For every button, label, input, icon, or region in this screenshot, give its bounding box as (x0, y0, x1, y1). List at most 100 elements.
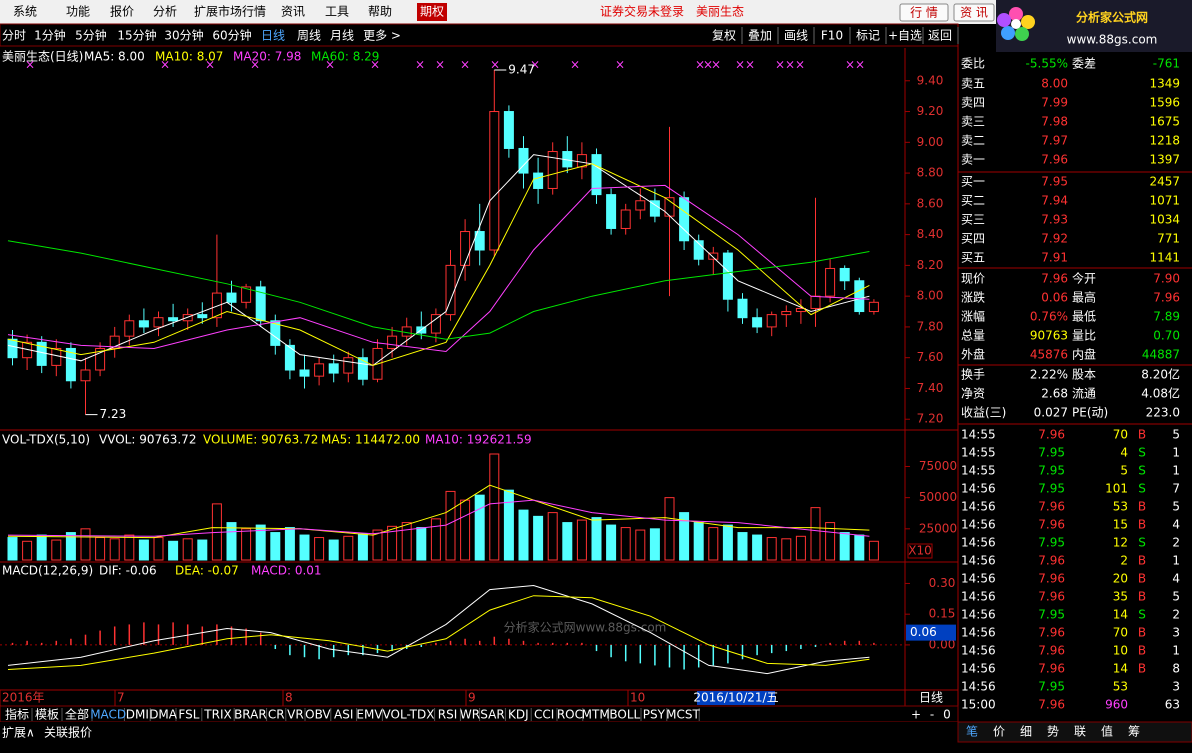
indicator-tab[interactable]: OBV (305, 708, 331, 722)
tab-control[interactable]: + (911, 708, 921, 722)
indicator-tab[interactable]: 模板 (35, 708, 59, 722)
tool-button[interactable]: F10 (821, 29, 843, 43)
menu-item[interactable]: 工具 (325, 5, 349, 19)
period-tab[interactable]: 更多 > (363, 29, 401, 43)
trade-time: 14:56 (961, 662, 996, 676)
period-tab[interactable]: 周线 (297, 29, 321, 43)
candle-body (606, 194, 617, 229)
macd-label: DEA: -0.07 (175, 564, 239, 578)
option-menu[interactable]: 期权 (420, 5, 444, 19)
period-tab[interactable]: 15分钟 (117, 28, 156, 43)
trade-volume: 101 (1105, 482, 1128, 496)
date-label: 9 (468, 691, 476, 705)
indicator-tab[interactable]: WR (460, 708, 480, 722)
period-tab[interactable]: 日线 (261, 29, 285, 43)
footer-item[interactable]: 扩展∧ (2, 726, 35, 740)
event-marker: × (370, 58, 380, 72)
indicator-tab[interactable]: FSL (178, 708, 199, 722)
period-tab[interactable]: 分时 (2, 29, 26, 43)
side-tab[interactable]: 笔 (966, 724, 978, 739)
indicator-tab[interactable]: ROC (557, 708, 583, 722)
volume-label: VOL-TDX(5,10) (2, 433, 90, 447)
menu-item[interactable]: 帮助 (368, 5, 392, 19)
period-tab[interactable]: 月线 (330, 29, 354, 43)
indicator-tab[interactable]: VOL-TDX (383, 708, 435, 722)
event-marker: × (785, 58, 795, 72)
side-tab[interactable]: 联 (1074, 725, 1086, 739)
menu-item[interactable]: 资讯 (281, 5, 305, 19)
indicator-tab[interactable]: MTM (582, 708, 610, 722)
volume-bar (387, 525, 398, 561)
volume-bar (124, 534, 135, 561)
menu-button-label[interactable]: 资 讯 (960, 6, 988, 20)
menu-button[interactable] (953, 3, 995, 22)
tab-control[interactable]: - (930, 708, 934, 722)
menu-button-label[interactable]: 行 情 (910, 6, 938, 20)
menu-item[interactable]: 报价 (110, 4, 134, 19)
indicator-tab[interactable]: RSI (438, 708, 458, 722)
side-tab[interactable]: 细 (1020, 725, 1032, 739)
trade-count: 2 (1172, 536, 1180, 550)
menu-item[interactable]: 功能 (66, 5, 90, 19)
tool-button[interactable]: +自选 (888, 29, 922, 43)
tool-button[interactable]: 复权 (712, 29, 736, 43)
volume-bar (226, 522, 237, 561)
side-tab[interactable]: 势 (1047, 725, 1059, 739)
tool-button[interactable]: 画线 (784, 29, 808, 43)
trade-count: 1 (1172, 464, 1180, 478)
trade-volume: 960 (1105, 698, 1128, 712)
menu-button[interactable] (899, 3, 949, 22)
indicator-tab[interactable]: 指标 (5, 707, 29, 722)
ma-line (7, 154, 870, 366)
trade-time: 14:56 (961, 626, 996, 640)
menu-item[interactable]: 系统 (13, 5, 37, 19)
indicator-tab[interactable]: BRAR (234, 708, 267, 722)
menu-item[interactable]: 分析 (153, 5, 177, 19)
tool-button[interactable]: 标记 (856, 29, 880, 43)
indicator-tab[interactable]: DMI (126, 708, 149, 722)
tool-button[interactable]: 返回 (928, 29, 952, 43)
tool-button[interactable]: 叠加 (748, 29, 772, 43)
logo-petal (1015, 27, 1029, 41)
indicator-tab[interactable]: CCI (534, 708, 554, 722)
indicator-tab[interactable]: MACD (90, 708, 126, 722)
indicator-tab[interactable]: KDJ (508, 708, 529, 722)
quote-cell: 委差 (1072, 57, 1096, 71)
indicator-tab[interactable]: 全部 (65, 707, 89, 722)
indicator-tab[interactable]: MCST (666, 708, 700, 722)
menu-item[interactable]: 扩展市场行情 (194, 4, 266, 19)
option-button-bg[interactable] (417, 3, 447, 21)
indicator-tab[interactable]: DMA (149, 708, 178, 722)
indicator-tab[interactable]: VR (287, 708, 304, 722)
logo-title: 分析家公式网 (1076, 10, 1148, 25)
candle-body (314, 363, 325, 377)
period-tab[interactable]: 30分钟 (164, 28, 203, 43)
event-marker: × (530, 58, 540, 72)
trade-volume: 10 (1113, 644, 1128, 658)
candle-body (766, 314, 777, 328)
tab-control[interactable]: 0 (943, 708, 951, 722)
indicator-tab[interactable]: EMV (356, 708, 383, 722)
volume-bar (168, 540, 179, 561)
side-tab[interactable]: 值 (1101, 724, 1113, 739)
indicator-tab[interactable]: ASI (334, 708, 353, 722)
trade-time: 14:55 (961, 464, 996, 478)
trade-price: 7.96 (1038, 590, 1065, 604)
macd-line (7, 595, 870, 670)
indicator-tab[interactable]: TRIX (203, 708, 231, 722)
side-tab[interactable]: 筹 (1128, 725, 1140, 739)
indicator-tab[interactable]: SAR (480, 708, 504, 722)
footer-item[interactable]: 关联报价 (44, 725, 92, 740)
quote-cell: 买五 (961, 251, 985, 265)
indicator-tab[interactable]: CR (268, 708, 285, 722)
period-tab[interactable]: 5分钟 (75, 28, 107, 43)
trade-side: S (1138, 608, 1146, 622)
indicator-tab[interactable]: PSY (643, 708, 666, 722)
period-tab[interactable]: 60分钟 (212, 28, 251, 43)
volume-bar (51, 539, 62, 561)
period-tab[interactable]: 1分钟 (34, 28, 66, 43)
indicator-tab[interactable]: BOLL (609, 708, 640, 722)
volume-bar (372, 529, 383, 561)
side-tab[interactable]: 价 (993, 725, 1005, 739)
candle-body (255, 286, 266, 322)
